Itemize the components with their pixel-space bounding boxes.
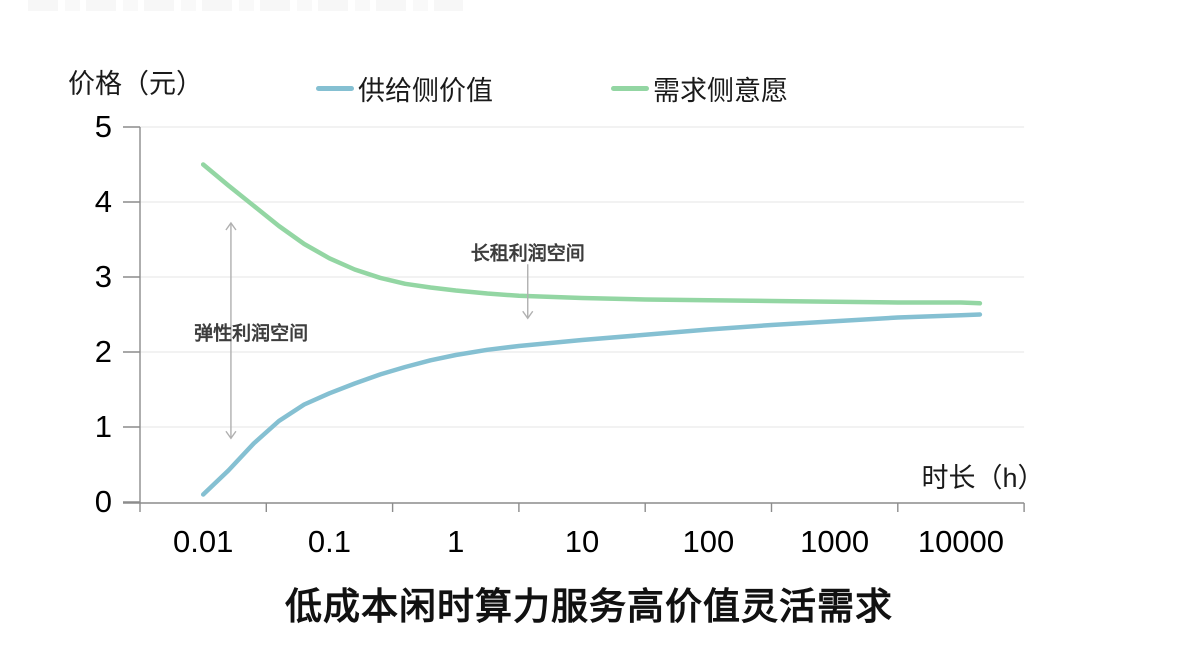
x-tick-label: 1 [447, 524, 465, 559]
series-line-demand [200, 162, 983, 306]
legend-item-supply: 供给侧价值 [316, 72, 493, 106]
arrow-head-down-icon [522, 310, 534, 320]
x-tick-label: 0.01 [172, 524, 234, 559]
y-axis-title: 价格（元） [68, 69, 203, 99]
legend-label-demand: 需求侧意愿 [653, 75, 788, 106]
x-tick-label: 10 [564, 524, 600, 559]
annotation-elastic-profit-space: 弹性利润空间 [194, 323, 309, 345]
x-tick-label: 10000 [917, 524, 1005, 559]
series-line-supply [200, 312, 983, 497]
chart-title: 低成本闲时算力服务高价值灵活需求 [285, 586, 893, 627]
y-tick-label: 5 [94, 109, 112, 144]
legend-swatch-supply-line [316, 85, 354, 91]
y-tick-label: 4 [94, 184, 112, 219]
y-tick-label: 3 [94, 259, 112, 294]
y-tick-label: 2 [94, 334, 112, 369]
cutoff-text-remnant [28, 0, 463, 11]
x-tick-label: 100 [682, 524, 735, 559]
y-tick-label: 0 [94, 484, 112, 519]
arrow-head-down-icon [225, 430, 237, 440]
y-tick-label: 1 [94, 409, 112, 444]
legend-label-supply: 供给侧价值 [358, 75, 493, 106]
x-axis-label: 时长（h） [921, 463, 1045, 493]
x-tick-label: 1000 [800, 524, 870, 559]
legend-item-demand: 需求侧意愿 [611, 72, 788, 106]
annotation-longterm-profit-space: 长租利润空间 [470, 243, 585, 265]
arrow-head-up-icon [225, 221, 237, 231]
legend-swatch-demand-line [611, 85, 649, 91]
x-tick-label: 0.1 [307, 524, 351, 559]
